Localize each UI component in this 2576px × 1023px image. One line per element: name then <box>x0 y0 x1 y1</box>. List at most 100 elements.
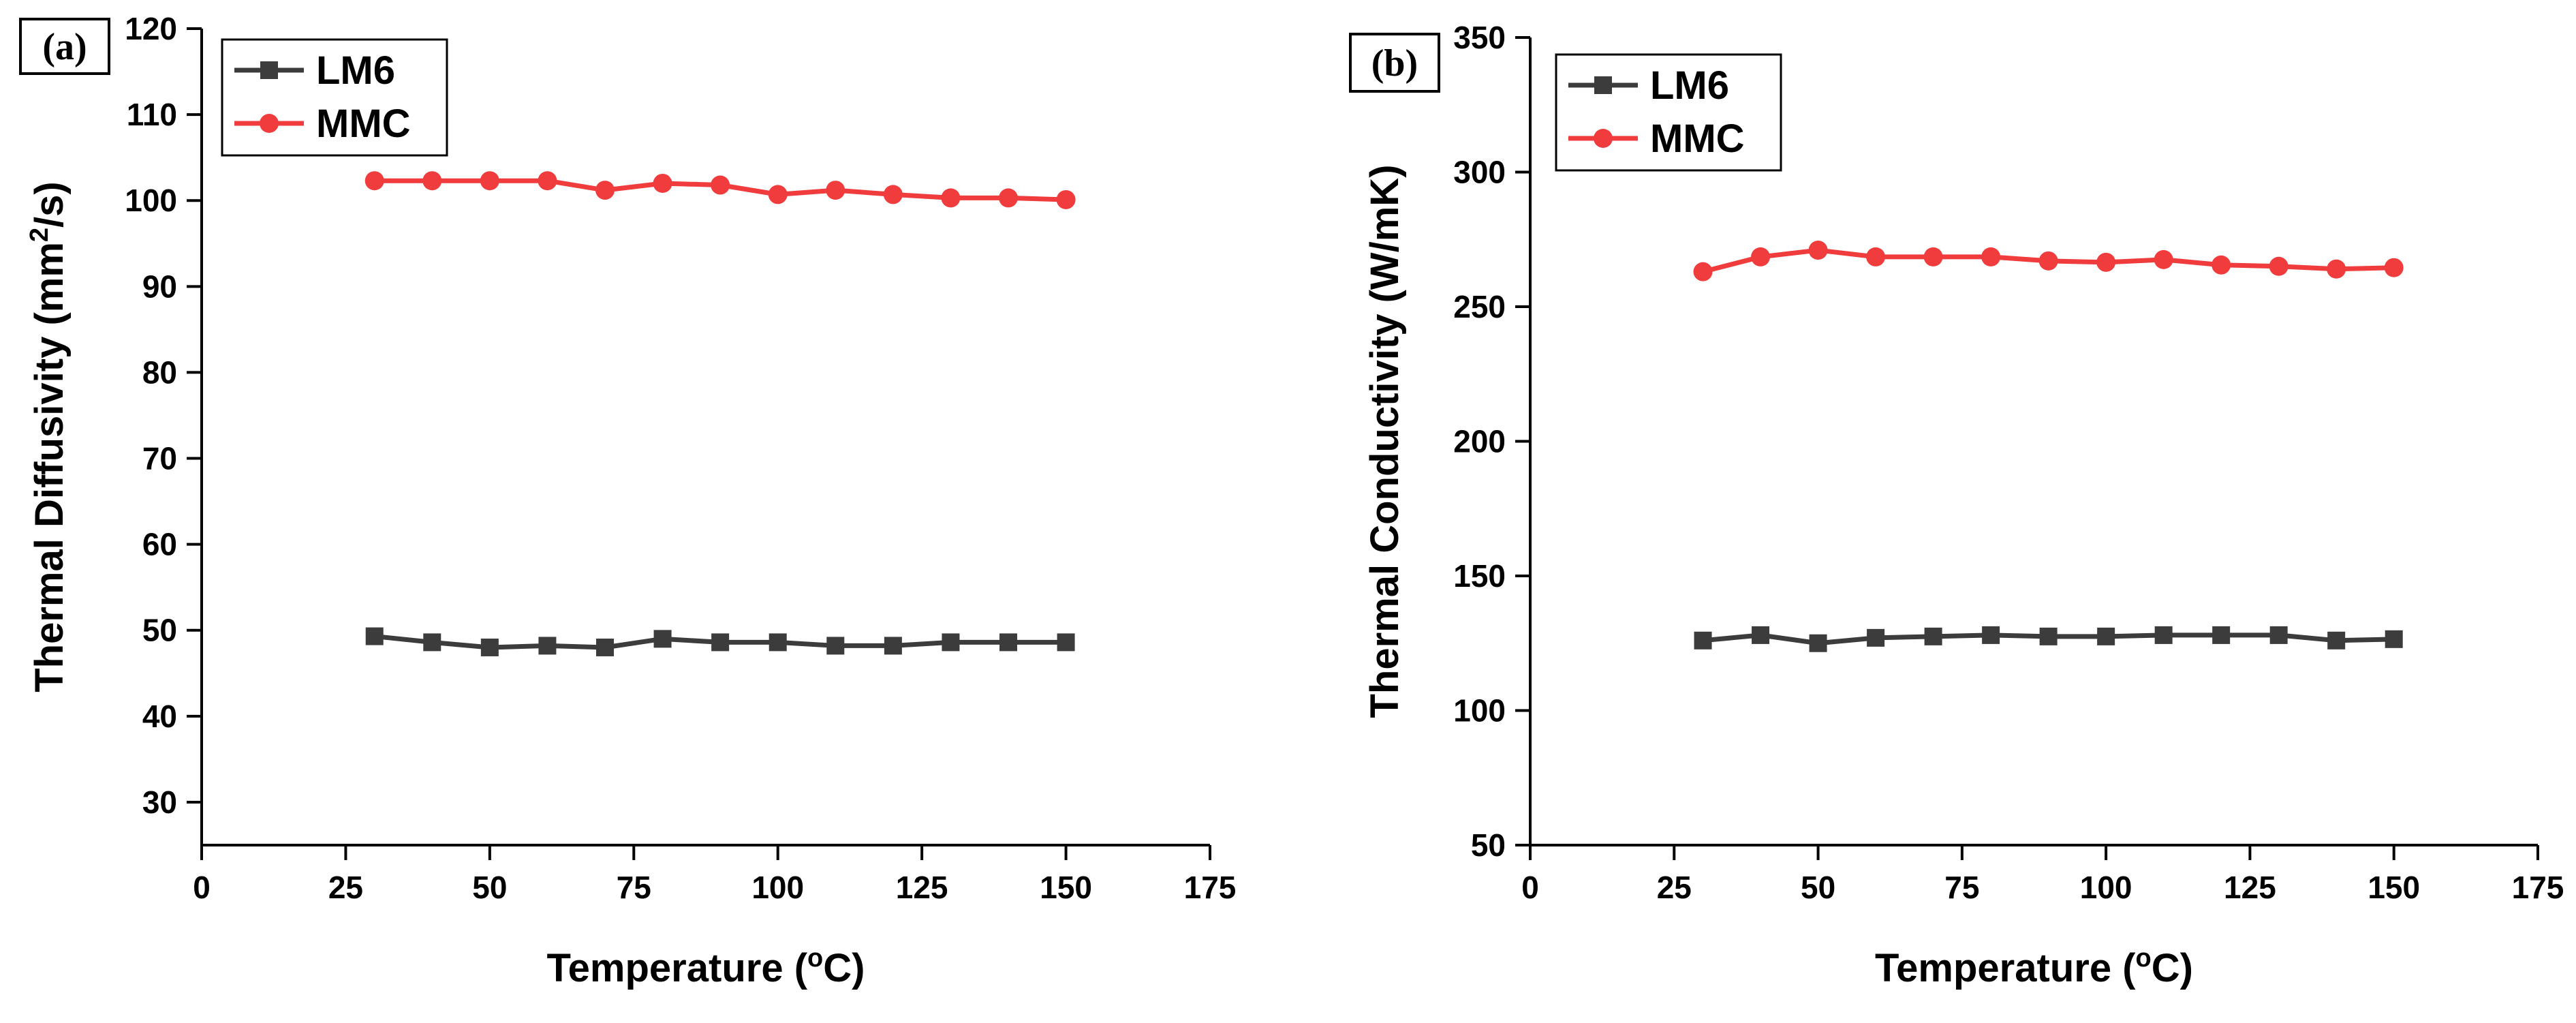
chart-1-point-mmc <box>2096 252 2116 272</box>
chart-1-panel-label: (b) <box>1371 42 1418 85</box>
chart-0-series-mmc <box>364 171 1076 209</box>
chart-1-point-mmc <box>2269 256 2288 276</box>
chart-1-x-tick-label: 150 <box>2368 870 2420 905</box>
chart-0-x-tick-label: 0 <box>193 870 211 905</box>
chart-0-y-tick-label: 120 <box>125 11 177 46</box>
chart-0-panel-label-box <box>19 18 110 75</box>
chart-0-series-lm6 <box>365 627 1075 656</box>
chart-0-x-tick-label: 100 <box>751 870 804 905</box>
chart-1-y-tick-label: 350 <box>1453 20 1506 55</box>
chart-1-x-tick-label: 50 <box>1801 870 1835 905</box>
chart-1-point-lm6 <box>2212 626 2231 644</box>
chart-0-x-axis-title: Temperature (oC) <box>547 944 865 990</box>
chart-1-point-mmc <box>2212 255 2231 275</box>
chart-1-y-axis-title: Thermal Conductivity (W/mK) <box>1363 164 1407 718</box>
chart-1-legend-box <box>1555 53 1782 172</box>
chart-0-point-lm6 <box>884 637 902 655</box>
chart-1-point-mmc <box>1693 262 1713 281</box>
chart-0-point-mmc <box>826 181 845 200</box>
chart-0-point-lm6 <box>365 627 384 645</box>
chart-1-y-tick-label: 100 <box>1453 693 1506 729</box>
chart-0-point-lm6 <box>711 633 730 652</box>
chart-1-point-mmc <box>2154 249 2173 269</box>
chart-0-y-tick-label: 30 <box>142 784 177 820</box>
chart-1-x-tick-label: 125 <box>2224 870 2276 905</box>
chart-0-x-tick-label: 175 <box>1184 870 1237 905</box>
chart-1-series-lm6 <box>1694 626 2403 652</box>
chart-0-point-lm6 <box>480 638 499 656</box>
chart-0-x-tick-label: 75 <box>617 870 651 905</box>
chart-1-point-mmc <box>1981 247 2001 266</box>
chart-1-point-lm6 <box>2154 626 2173 644</box>
chart-1-point-lm6 <box>2385 630 2403 648</box>
chart-1-x-tick-label: 0 <box>1521 870 1539 905</box>
chart-1-point-mmc <box>2384 258 2404 277</box>
chart-0-legend-swatch-marker <box>260 61 278 79</box>
chart-1-y-tick-label: 200 <box>1453 424 1506 459</box>
chart-0-panel-label: (a) <box>42 26 87 68</box>
chart-1-point-lm6 <box>2039 627 2058 645</box>
chart-1-point-mmc <box>1751 247 1771 266</box>
chart-1-x-tick-label: 25 <box>1657 870 1692 905</box>
chart-1-y-tick-label: 300 <box>1453 155 1506 190</box>
chart-0-point-mmc <box>364 171 384 191</box>
chart-0-point-mmc <box>999 188 1018 208</box>
chart-1-y-tick-label: 250 <box>1453 289 1506 324</box>
chart-1-point-lm6 <box>2097 627 2115 645</box>
chart-0-point-lm6 <box>596 638 614 656</box>
chart-1-legend-label-mmc: MMC <box>1650 117 1745 161</box>
chart-0-point-lm6 <box>942 633 960 652</box>
chart-1-legend: LM6 MMC <box>1555 53 1782 172</box>
chart-1-point-lm6 <box>1752 626 1770 644</box>
chart-1-point-mmc <box>1808 241 1828 260</box>
chart-0-point-mmc <box>768 185 788 204</box>
chart-1-point-lm6 <box>1694 631 1712 650</box>
chart-0-point-lm6 <box>826 637 845 655</box>
chart-1-x-tick-label: 75 <box>1944 870 1979 905</box>
chart-0-y-axis-title: Thermal Diffusivity (mm2/s) <box>25 181 72 692</box>
chart-1-point-lm6 <box>1867 628 1885 647</box>
chart-0-y-tick-label: 60 <box>142 527 177 562</box>
chart-1-legend-swatch-marker <box>1594 76 1612 94</box>
chart-0-point-lm6 <box>1057 633 1075 652</box>
chart-0-point-mmc <box>941 188 961 208</box>
chart-0-y-tick-label: 80 <box>142 354 177 390</box>
chart-1-x-axis-title: Temperature (oC) <box>1875 944 2193 990</box>
chart-0-y-tick-label: 110 <box>127 97 177 132</box>
chart-1-point-mmc <box>2327 259 2346 279</box>
chart-0-point-lm6 <box>423 633 441 652</box>
chart-1-point-lm6 <box>2269 626 2288 644</box>
chart-0-point-mmc <box>538 171 557 191</box>
chart-1-point-lm6 <box>1809 634 1827 652</box>
chart-0-legend-label-lm6: LM6 <box>316 48 395 93</box>
chart-0-x-tick-label: 150 <box>1040 870 1092 905</box>
chart-0-legend: LM6 MMC <box>221 38 448 157</box>
chart-0-point-mmc <box>480 171 499 191</box>
chart-1-point-lm6 <box>2327 631 2346 650</box>
chart-1-y-tick-label: 150 <box>1453 558 1506 594</box>
chart-1-x-tick-label: 100 <box>2080 870 2132 905</box>
chart-0-point-mmc <box>711 175 730 195</box>
chart-0-point-lm6 <box>769 633 787 652</box>
chart-0-y-tick-label: 70 <box>142 441 177 476</box>
chart-0-point-lm6 <box>999 633 1017 652</box>
chart-0-y-tick-label: 100 <box>125 183 177 218</box>
chart-1-point-mmc <box>1923 247 1943 266</box>
chart-1-point-mmc <box>1866 247 1886 266</box>
chart-1-series-mmc <box>1693 241 2404 281</box>
chart-1-y-tick-label: 50 <box>1471 827 1506 863</box>
chart-panel-b: 0 25 50 75 100 125 150 175 50 100 150 200 250 300 350 T… <box>1349 20 2564 990</box>
chart-0-legend-label-mmc: MMC <box>316 102 411 146</box>
chart-0-point-mmc <box>595 181 615 200</box>
chart-0-y-tick-label: 40 <box>142 699 177 734</box>
chart-1-point-lm6 <box>1982 626 2000 644</box>
chart-0-point-mmc <box>653 173 672 193</box>
chart-0-legend-swatch-marker <box>260 114 279 133</box>
chart-0-y-tick-label: 90 <box>142 269 177 304</box>
chart-0-point-lm6 <box>538 637 557 655</box>
chart-1-point-lm6 <box>1924 627 1942 645</box>
chart-1-point-mmc <box>2038 251 2058 271</box>
chart-0-x-tick-label: 50 <box>472 870 507 905</box>
chart-0-y-tick-label: 50 <box>142 613 177 648</box>
